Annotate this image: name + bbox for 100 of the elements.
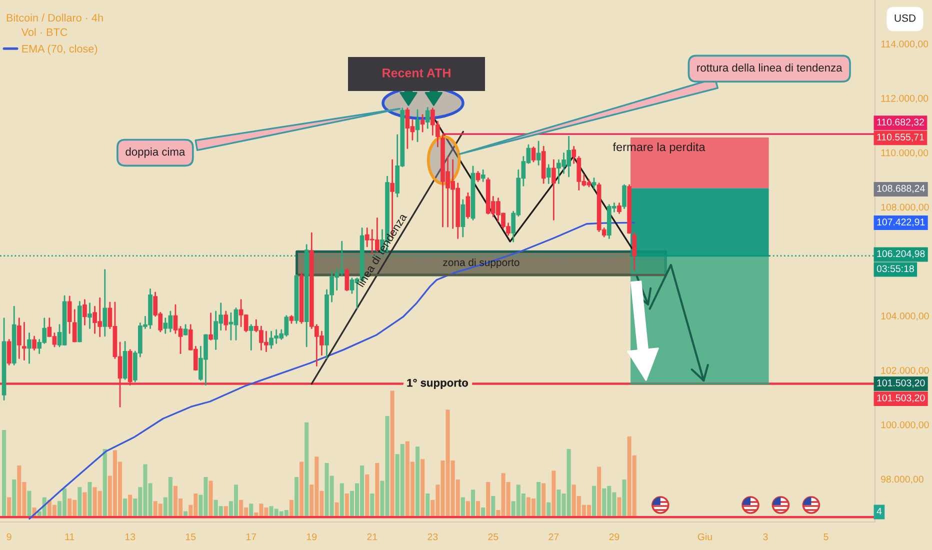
annotation: 106.204,98 <box>877 250 925 258</box>
candlestick <box>72 309 77 342</box>
candlestick <box>27 332 32 364</box>
annotation: 110.682,32 <box>877 118 924 127</box>
candlestick <box>208 312 213 340</box>
bar <box>460 497 465 518</box>
candlestick <box>344 268 350 292</box>
bar <box>304 422 309 518</box>
text: 110.555,71 <box>877 134 924 142</box>
bar <box>466 501 470 518</box>
bar <box>300 462 304 518</box>
bar <box>552 470 556 518</box>
x-tick-label: 21 <box>367 533 378 540</box>
candlestick <box>420 114 425 132</box>
bar <box>12 480 16 518</box>
y-tick-label: 104.000,00 <box>881 312 929 321</box>
candlestick <box>82 299 87 326</box>
bar <box>27 490 32 518</box>
y-axis-title: USD <box>894 14 916 22</box>
bar <box>420 459 425 518</box>
candlestick <box>460 199 466 238</box>
x-tick-label: 9 <box>6 533 12 540</box>
candlestick <box>67 296 72 334</box>
bar <box>491 496 496 518</box>
candlestick <box>16 318 22 359</box>
y-tick-label: 100.000,00 <box>881 421 929 430</box>
annotation: 101.503,20 <box>877 394 925 402</box>
bar <box>426 493 430 518</box>
x-tick-label: 5 <box>824 533 828 540</box>
bar <box>294 476 299 518</box>
y-tick-label: 110.000,00 <box>881 149 928 158</box>
bar <box>597 466 602 518</box>
bar <box>128 494 132 518</box>
x-tick-label: 27 <box>548 533 559 540</box>
candlestick <box>224 310 228 331</box>
text: 03:55:18 <box>876 265 914 272</box>
candlestick <box>551 159 556 220</box>
bar <box>536 482 541 518</box>
x-tick-label: 19 <box>306 533 317 540</box>
x-tick-label: 11 <box>65 533 74 540</box>
candlestick <box>22 322 26 361</box>
legend-label: EMA (70, close) <box>22 44 98 55</box>
candlestick <box>572 146 576 164</box>
bar <box>123 498 128 518</box>
bar <box>102 449 107 518</box>
bar <box>78 487 82 518</box>
bar <box>88 482 92 518</box>
candlestick <box>425 107 430 129</box>
candlestick <box>632 232 637 271</box>
bar <box>470 490 476 518</box>
bar <box>208 480 213 518</box>
x-tick-label: 25 <box>488 533 498 540</box>
bar <box>2 430 6 518</box>
candlestick <box>480 169 486 182</box>
bar <box>476 501 480 518</box>
bar <box>370 493 374 518</box>
candlestick <box>536 140 541 166</box>
bar <box>375 462 380 518</box>
candlestick <box>622 184 626 210</box>
text: 4 <box>876 508 882 515</box>
x-tick-label: 3 <box>763 533 768 540</box>
bar <box>486 482 490 518</box>
candlestick <box>102 269 108 337</box>
annotation: rottura della linea di tendenza <box>697 63 842 72</box>
bar <box>82 492 87 518</box>
text: 108.688,24 <box>877 184 925 193</box>
x-tick-label: 29 <box>609 533 620 540</box>
candlestick <box>531 146 536 162</box>
y-tick-label: 102.000,00 <box>881 366 929 375</box>
bar <box>592 486 596 518</box>
bar <box>542 483 546 518</box>
candlestick <box>592 177 596 189</box>
candlestick <box>32 336 36 351</box>
bar <box>365 474 370 518</box>
bar <box>622 480 626 518</box>
x-tick-label: Giu <box>698 533 712 540</box>
candlestick <box>183 324 188 336</box>
bar <box>416 446 420 518</box>
y-tick-label: 114.000,00 <box>881 40 928 49</box>
candlestick <box>248 324 254 351</box>
text: 107.422,91 <box>877 218 925 227</box>
x-tick-label: 23 <box>428 533 438 540</box>
annotation: Recent ATH <box>382 68 450 78</box>
candlestick <box>88 302 92 330</box>
annotation: 101.503,20 <box>877 379 925 388</box>
y-tick-label: 112.000,00 <box>881 94 928 103</box>
bar <box>344 493 349 518</box>
x-tick-label: 15 <box>186 533 196 540</box>
bar <box>340 483 344 518</box>
candlestick <box>415 109 420 142</box>
x-tick-label: 13 <box>125 533 136 540</box>
candlestick <box>617 202 622 214</box>
y-tick-label: 108.000,00 <box>881 204 929 212</box>
candlestick <box>6 339 12 366</box>
candlestick <box>466 192 470 219</box>
text: Vol · BTC <box>21 28 68 36</box>
x-tick-label: 17 <box>246 533 256 540</box>
text: Bitcoin / Dollaro · 4h <box>6 14 103 22</box>
bar <box>7 497 12 518</box>
candlestick <box>546 164 551 184</box>
